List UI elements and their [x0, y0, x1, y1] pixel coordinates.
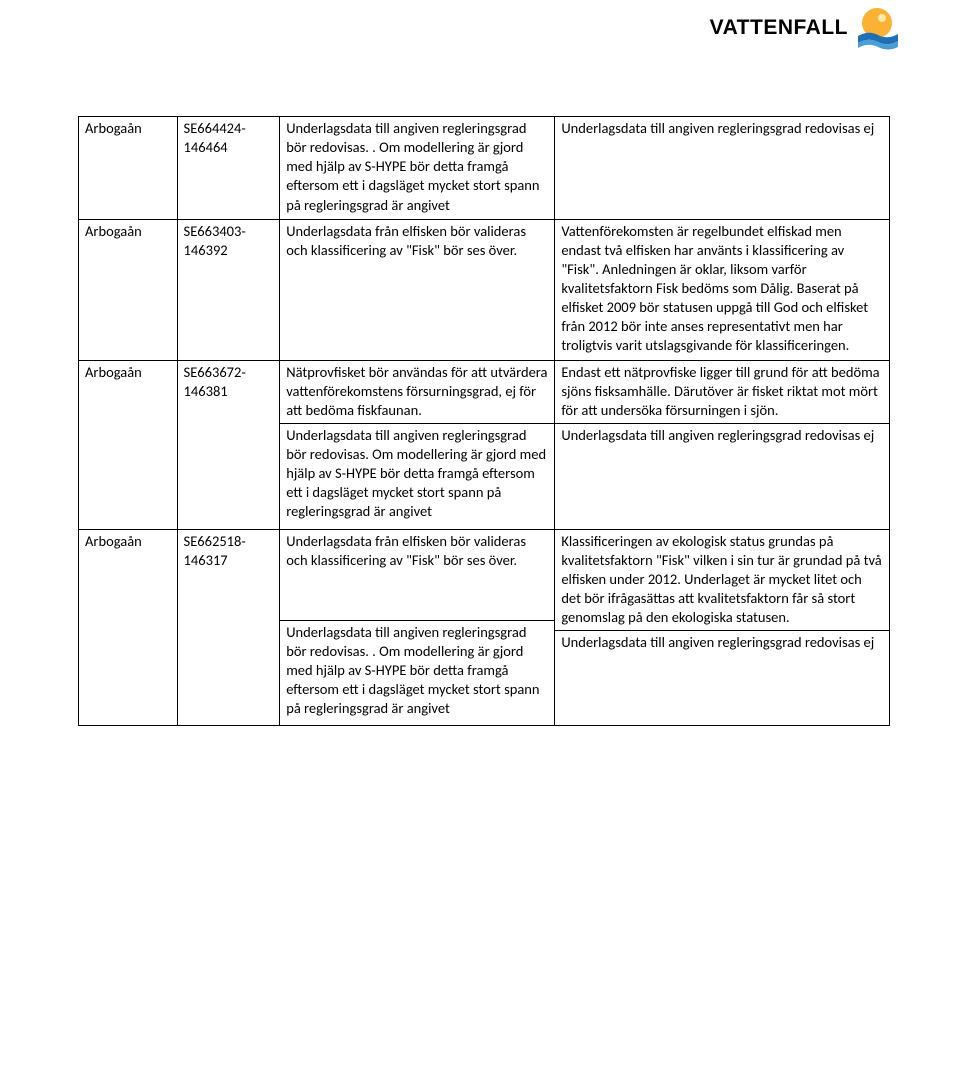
cell-comment-part: Underlagsdata från elfisken bör validera… — [286, 532, 548, 570]
cell-name: Arbogaån — [79, 360, 178, 529]
cell-name: Arbogaån — [79, 117, 178, 220]
cell-comment: Underlagsdata till angiven regleringsgra… — [280, 117, 555, 220]
cell-response: Klassificeringen av ekologisk status gru… — [555, 529, 890, 726]
table-row: Arbogaån SE662518-146317 Underlagsdata f… — [79, 529, 890, 726]
cell-name: Arbogaån — [79, 219, 178, 360]
cell-response-part: Klassificeringen av ekologisk status gru… — [561, 532, 883, 628]
cell-comment-part: Nätprovfisket bör användas för att utvär… — [286, 363, 548, 420]
cell-response-part: Underlagsdata till angiven regleringsgra… — [555, 423, 889, 445]
cell-response-part: Underlagsdata till angiven regleringsgra… — [555, 630, 889, 652]
data-table: Arbogaån SE664424-146464 Underlagsdata t… — [78, 116, 890, 726]
cell-id: SE663403-146392 — [177, 219, 280, 360]
cell-name: Arbogaån — [79, 529, 178, 726]
brand-logo-text: VATTENFALL — [710, 16, 848, 40]
cell-response-part: Endast ett nätprovfiske ligger till grun… — [561, 363, 883, 420]
cell-comment-part: Underlagsdata till angiven regleringsgra… — [280, 423, 554, 522]
cell-comment: Underlagsdata från elfisken bör validera… — [280, 529, 555, 726]
cell-comment-part: Underlagsdata till angiven regleringsgra… — [280, 620, 554, 719]
cell-id: SE664424-146464 — [177, 117, 280, 220]
cell-response: Underlagsdata till angiven regleringsgra… — [555, 117, 890, 220]
cell-response: Endast ett nätprovfiske ligger till grun… — [555, 360, 890, 529]
cell-comment: Nätprovfisket bör användas för att utvär… — [280, 360, 555, 529]
table-row: Arbogaån SE663672-146381 Nätprovfisket b… — [79, 360, 890, 529]
cell-response: Vattenförekomsten är regelbundet elfiska… — [555, 219, 890, 360]
cell-id: SE663672-146381 — [177, 360, 280, 529]
brand-logo-icon — [854, 6, 900, 50]
brand-logo: VATTENFALL — [710, 6, 900, 50]
table-row: Arbogaån SE664424-146464 Underlagsdata t… — [79, 117, 890, 220]
table-row: Arbogaån SE663403-146392 Underlagsdata f… — [79, 219, 890, 360]
cell-id: SE662518-146317 — [177, 529, 280, 726]
document-page: VATTENFALL Arbogaån SE664424-146464 Unde… — [0, 0, 960, 756]
cell-comment: Underlagsdata från elfisken bör validera… — [280, 219, 555, 360]
